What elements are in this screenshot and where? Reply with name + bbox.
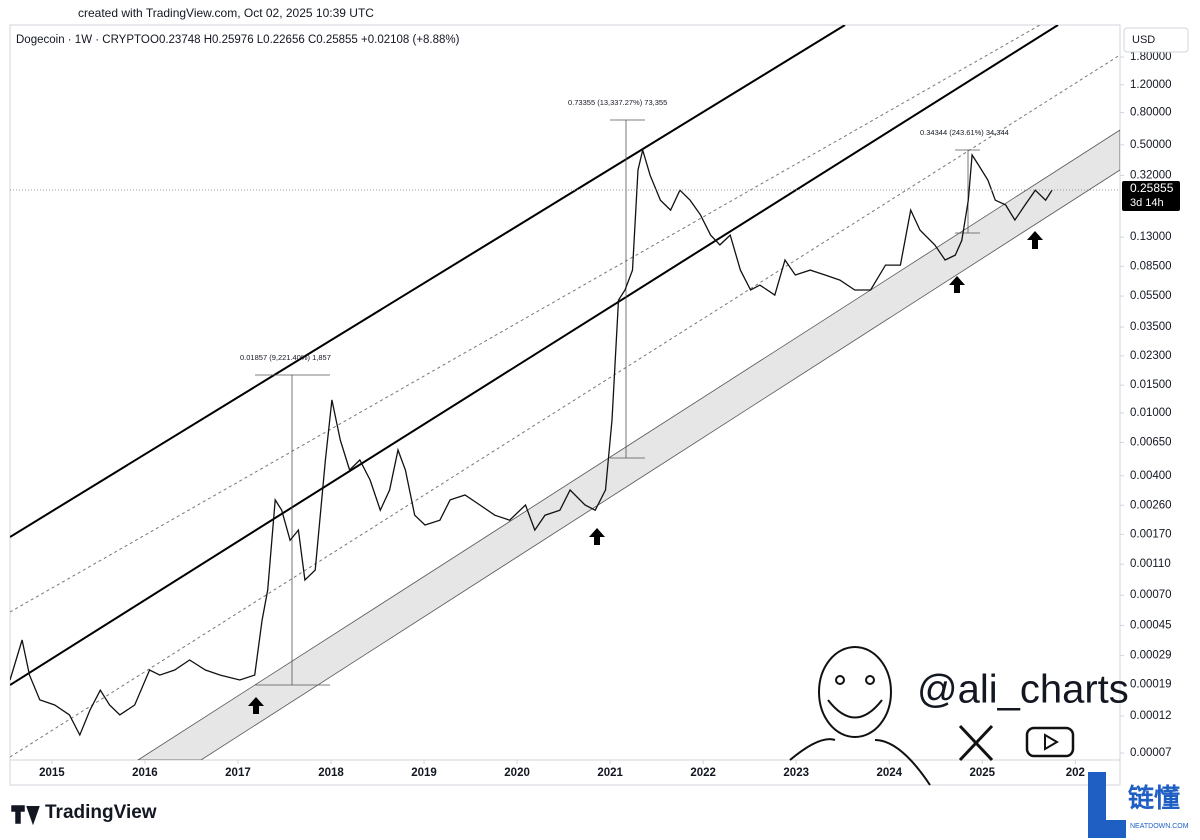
channel-line bbox=[10, 25, 1059, 686]
y-tick-label: 0.00400 bbox=[1130, 470, 1172, 482]
ohlc: O0.23748 H0.25976 L0.22656 C0.25855 +0.0… bbox=[150, 34, 460, 46]
logo-text: 链懂 bbox=[1128, 783, 1180, 813]
y-tick-label: 0.50000 bbox=[1130, 139, 1172, 151]
y-tick-label: 0.00007 bbox=[1130, 747, 1172, 759]
x-tick-label: 2023 bbox=[783, 767, 809, 779]
arrow bbox=[1027, 231, 1043, 249]
x-icon bbox=[958, 724, 994, 762]
arrows bbox=[248, 231, 1043, 714]
handle: @ali_charts bbox=[917, 668, 1129, 712]
y-tick-label: 0.00650 bbox=[1130, 436, 1172, 448]
currency[interactable]: USD bbox=[1132, 34, 1155, 46]
countdown: 3d 14h bbox=[1130, 197, 1164, 209]
drawings bbox=[10, 25, 1120, 760]
y-tick-label: 0.00070 bbox=[1130, 589, 1172, 601]
x-tick-label: 2021 bbox=[597, 767, 623, 779]
x-tick-label: 202 bbox=[1066, 767, 1085, 779]
y-tick-label: 0.00170 bbox=[1130, 528, 1172, 540]
x-tick-label: 2016 bbox=[132, 767, 158, 779]
youtube-icon bbox=[1025, 726, 1075, 758]
x-tick-label: 2020 bbox=[504, 767, 530, 779]
tv-logo bbox=[11, 805, 40, 826]
y-tick-label: 0.13000 bbox=[1130, 231, 1172, 243]
y-tick-label: 0.01000 bbox=[1130, 407, 1172, 419]
x-tick-label: 2015 bbox=[39, 767, 65, 779]
y-tick-label: 0.80000 bbox=[1130, 107, 1172, 119]
annotation: 0.73355 (13,337.27%) 73,355 bbox=[568, 98, 667, 107]
x-tick-label: 2024 bbox=[876, 767, 902, 779]
x-tick-label: 2022 bbox=[690, 767, 716, 779]
y-tick-label: 1.80000 bbox=[1130, 51, 1172, 63]
arrow bbox=[589, 528, 605, 545]
logo-mark bbox=[1088, 772, 1126, 838]
y-tick-label: 0.32000 bbox=[1130, 169, 1172, 181]
watermark-face bbox=[789, 646, 931, 786]
last-price-label: 0.25855 bbox=[1130, 181, 1174, 195]
youtube-play bbox=[1044, 733, 1059, 751]
y-tick-label: 0.05500 bbox=[1130, 290, 1172, 302]
brand: TradingView bbox=[45, 802, 157, 823]
y-tick-label: 0.03500 bbox=[1130, 321, 1172, 333]
y-tick-label: 0.00029 bbox=[1130, 650, 1172, 662]
x-tick-label: 2018 bbox=[318, 767, 344, 779]
currency-button[interactable] bbox=[1123, 27, 1189, 53]
channel-line bbox=[10, 25, 846, 538]
y-tick-label: 1.20000 bbox=[1130, 79, 1172, 91]
header: created with TradingView.com, Oct 02, 20… bbox=[78, 6, 374, 20]
last-price-box bbox=[1122, 181, 1180, 212]
y-tick-label: 0.01500 bbox=[1130, 379, 1172, 391]
annotation: 0.34344 (243.61%) 34,344 bbox=[920, 128, 1009, 137]
y-tick-label: 0.00012 bbox=[1130, 710, 1172, 722]
x-tick-label: 2017 bbox=[225, 767, 251, 779]
y-tick-label: 0.00045 bbox=[1130, 619, 1172, 631]
support-band bbox=[137, 129, 1120, 760]
annotation: 0.01857 (9,221.40%) 1,857 bbox=[240, 353, 331, 362]
logo-sub: NEATDOWN.COM bbox=[1130, 823, 1189, 830]
y-tick-label: 0.08500 bbox=[1130, 260, 1172, 272]
y-tick-label: 0.00260 bbox=[1130, 499, 1172, 511]
channel-dotted bbox=[10, 54, 1120, 758]
arrow bbox=[248, 697, 264, 714]
y-tick-label: 0.00110 bbox=[1130, 558, 1171, 570]
symbol: Dogecoin · 1W · CRYPTO bbox=[16, 34, 150, 46]
y-tick-label: 0.02300 bbox=[1130, 350, 1172, 362]
x-tick-label: 2025 bbox=[969, 767, 995, 779]
series-group bbox=[10, 147, 1053, 737]
y-tick-label: 0.00019 bbox=[1130, 679, 1172, 691]
arrow bbox=[949, 276, 965, 293]
x-tick-label: 2019 bbox=[411, 767, 437, 779]
price-line bbox=[10, 147, 1053, 737]
